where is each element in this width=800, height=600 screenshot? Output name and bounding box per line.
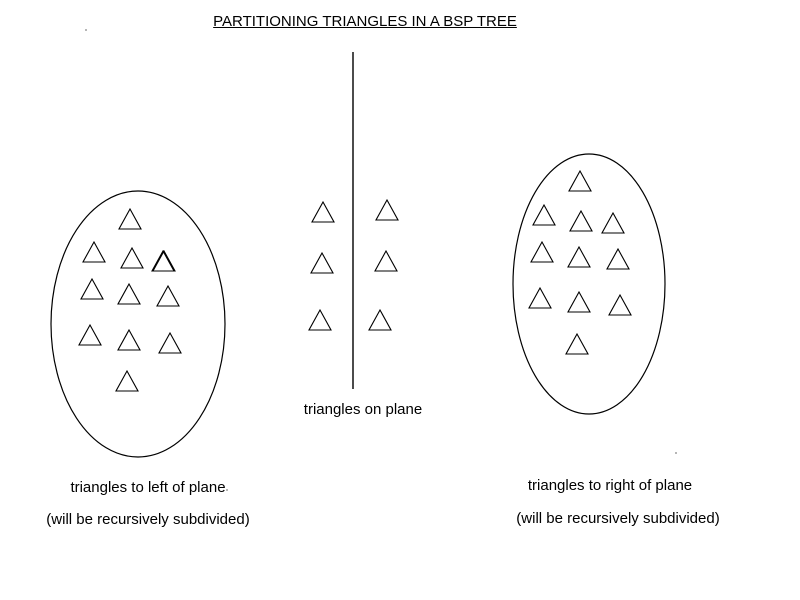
on-plane_set-triangle [368,308,392,331]
right-set-triangle [608,293,632,316]
right-set-triangle [567,290,591,313]
left-set-triangle [115,369,139,392]
on-plane_set-triangle [375,198,399,221]
right-set-ellipse [512,153,666,415]
speck-top-left [85,29,87,31]
left-set-triangle [158,331,182,354]
speck-left-label [226,489,228,491]
right-set-triangle [565,332,589,355]
left-set-triangle [117,328,141,351]
left-set-triangle [80,277,104,300]
diagram-title: PARTITIONING TRIANGLES IN A BSP TREE [213,13,517,30]
label-right-subdivided-note: (will be recursively subdivided) [516,510,720,527]
on-plane_set-triangle [308,308,332,331]
left-set-triangle [151,249,175,272]
label-triangles-left: triangles to left of plane [70,479,226,496]
right-set-triangle [530,240,554,263]
speck-bottom-right [675,452,677,454]
left-set-triangle [156,284,180,307]
left-set-triangle [82,240,106,263]
right-set-triangle [568,169,592,192]
on-plane_set-triangle [310,251,334,274]
right-set-triangle [569,209,593,232]
left-set-triangle [152,249,176,272]
right-set-triangle [528,286,552,309]
right-set-triangle [606,247,630,270]
triangles-layer [78,169,632,392]
on-plane_set-triangle [311,200,335,223]
label-triangles-right: triangles to right of plane [527,477,693,494]
right-set-triangle [532,203,556,226]
left-set-triangle [120,246,144,269]
left-set-triangle [118,207,142,230]
label-triangles-on-plane: triangles on plane [303,401,423,418]
label-left-subdivided-note: (will be recursively subdivided) [46,511,250,528]
right-set-triangle [567,245,591,268]
left-set-triangle [117,282,141,305]
on-plane_set-triangle [374,249,398,272]
right-set-triangle [601,211,625,234]
left-set-ellipse [50,190,226,458]
left-set-triangle [78,323,102,346]
